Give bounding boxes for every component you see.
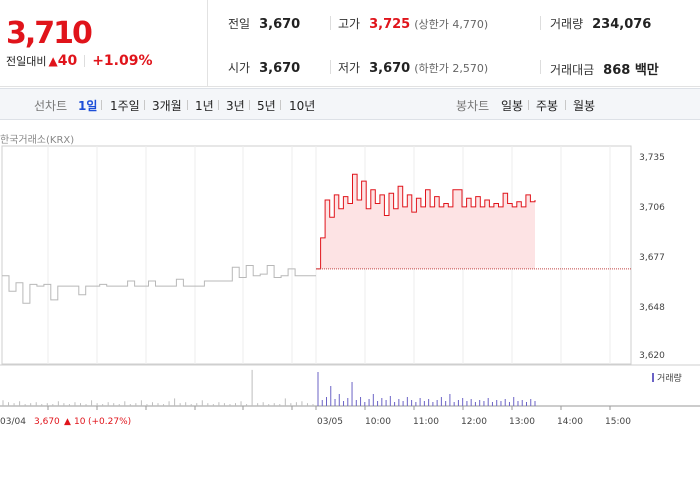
stat-label: 거래대금 xyxy=(550,63,595,77)
divider xyxy=(540,16,541,30)
prev-day-change-pct: (+0.27%) xyxy=(88,417,131,427)
period-5y[interactable]: 5년 xyxy=(257,99,276,113)
stat-label: 거래량 xyxy=(550,17,584,31)
divider xyxy=(280,100,281,110)
up-arrow-icon: ▲ xyxy=(64,417,71,427)
period-3y[interactable]: 3년 xyxy=(226,99,245,113)
current-price: 3,710 xyxy=(6,16,93,51)
stat-high: 고가 3,725 (상한가 4,770) xyxy=(338,15,488,32)
period-10y[interactable]: 10년 xyxy=(289,99,316,113)
x-tick-label: 03/05 xyxy=(317,417,343,427)
stat-label: 전일 xyxy=(228,17,251,31)
y-tick-label: 3,620 xyxy=(639,351,665,361)
stat-value: 234,076 xyxy=(592,17,652,32)
stat-value: 3,670 xyxy=(259,17,301,32)
change-value: 40 xyxy=(57,53,78,69)
prev-day-change: 10 xyxy=(74,417,86,427)
prev-day-close: 3,670 xyxy=(34,417,60,427)
divider xyxy=(84,55,86,67)
divider xyxy=(101,100,102,110)
divider xyxy=(218,100,219,110)
stat-volume: 거래량 234,076 xyxy=(550,15,651,32)
lower-limit: (하한가 2,570) xyxy=(414,62,489,75)
stat-value: 3,670 xyxy=(259,61,301,76)
divider xyxy=(144,100,145,110)
divider xyxy=(330,60,331,74)
volume-legend: 거래량 xyxy=(657,372,682,384)
x-tick-label: 10:00 xyxy=(365,417,391,427)
prev-day-date: 03/04 xyxy=(0,417,26,427)
x-tick-label: 15:00 xyxy=(605,417,631,427)
data-source: 한국거래소(KRX) xyxy=(0,135,75,146)
upper-limit: (상한가 4,770) xyxy=(414,18,489,31)
stat-prev-close: 전일 3,670 xyxy=(228,15,300,32)
stat-open: 시가 3,670 xyxy=(228,59,300,76)
candle-chart-label: 봉차트 xyxy=(456,99,490,113)
period-1w[interactable]: 1주일 xyxy=(110,99,140,113)
stat-label: 시가 xyxy=(228,61,251,75)
divider xyxy=(330,16,331,30)
stat-amount: 거래대금 868 백만 xyxy=(550,59,659,78)
x-tick-label: 11:00 xyxy=(413,417,439,427)
change-label: 전일대비 xyxy=(6,55,47,68)
line-chart-label: 선차트 xyxy=(34,99,68,113)
up-arrow-icon: ▲ xyxy=(48,54,58,68)
stat-value: 868 백만 xyxy=(603,63,659,78)
candle-daily[interactable]: 일봉 xyxy=(501,99,524,113)
candle-monthly[interactable]: 월봉 xyxy=(573,99,596,113)
price-summary: 3,710 전일대비 ▲ 40 +1.09% xyxy=(0,0,208,87)
divider xyxy=(528,100,529,110)
y-tick-label: 3,706 xyxy=(639,203,665,213)
period-1d[interactable]: 1일 xyxy=(78,99,98,113)
change-percent: +1.09% xyxy=(92,53,153,69)
stat-low: 저가 3,670 (하한가 2,570) xyxy=(338,59,488,76)
period-3m[interactable]: 3개월 xyxy=(152,99,182,113)
x-tick-label: 13:00 xyxy=(509,417,535,427)
divider xyxy=(540,60,541,74)
volume-legend-swatch xyxy=(652,373,654,382)
prev-day-line xyxy=(2,265,316,304)
x-tick-label: 14:00 xyxy=(557,417,583,427)
stat-label: 고가 xyxy=(338,17,361,31)
stat-value: 3,670 xyxy=(369,61,411,76)
today-line xyxy=(316,173,536,270)
y-tick-label: 3,677 xyxy=(639,253,665,263)
stat-value: 3,725 xyxy=(369,17,411,32)
today-area xyxy=(316,174,535,269)
candle-weekly[interactable]: 주봉 xyxy=(536,99,559,113)
divider xyxy=(187,100,188,110)
divider xyxy=(249,100,250,110)
y-tick-label: 3,648 xyxy=(639,303,665,313)
y-tick-label: 3,735 xyxy=(639,153,665,163)
period-selector: 선차트 1일 1주일 3개월 1년 3년 5년 10년 봉차트 일봉 주봉 월봉 xyxy=(0,88,700,120)
x-tick-label: 12:00 xyxy=(461,417,487,427)
change-row: 전일대비 ▲ 40 +1.09% xyxy=(6,53,153,69)
period-1y[interactable]: 1년 xyxy=(195,99,214,113)
price-stats: 전일 3,670 시가 3,670 고가 3,725 (상한가 4,770) 저… xyxy=(208,0,700,87)
stat-label: 저가 xyxy=(338,61,361,75)
divider xyxy=(565,100,566,110)
